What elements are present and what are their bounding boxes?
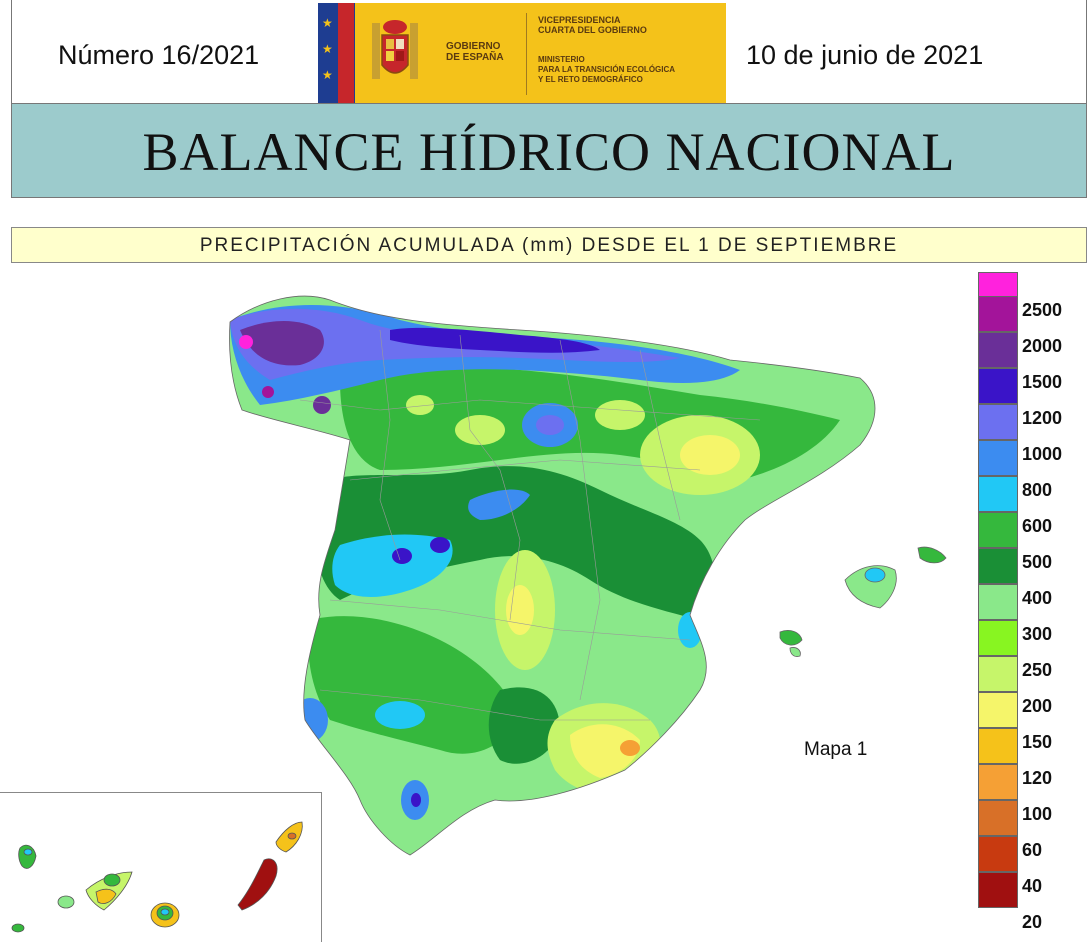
issue-number: Número 16/2021 [58, 40, 260, 70]
legend-label: 1000 [1022, 444, 1063, 464]
legend-label: 40 [1022, 876, 1043, 896]
legend-swatch [978, 764, 1018, 800]
legend-label: 1200 [1022, 408, 1063, 428]
legend-label: 100 [1022, 804, 1053, 824]
legend-swatch [978, 368, 1018, 404]
map-label: Mapa 1 [804, 739, 868, 760]
balearic-islands [779, 546, 947, 657]
legend-swatch [978, 296, 1018, 332]
legend-label: 120 [1022, 768, 1053, 788]
title-banner: BALANCE HÍDRICO NACIONAL [11, 103, 1087, 198]
page-title: BALANCE HÍDRICO NACIONAL [142, 122, 956, 182]
legend-label: 600 [1022, 516, 1053, 536]
government-logo: ★ ★ ★ GOBIERNO DE ESPAÑA VICEPRESIDENCIA… [318, 3, 726, 103]
legend-swatch [978, 584, 1018, 620]
legend-label: 300 [1022, 624, 1053, 644]
legend-swatch [978, 476, 1018, 512]
map-subtitle: PRECIPITACIÓN ACUMULADA (mm) DESDE EL 1 … [199, 235, 899, 256]
canary-islands [11, 821, 303, 933]
legend-label: 500 [1022, 552, 1053, 572]
legend-label: 2500 [1022, 300, 1063, 320]
legend-swatch [978, 620, 1018, 656]
legend-label: 200 [1022, 696, 1053, 716]
legend-label: 800 [1022, 480, 1053, 500]
legend-label: 400 [1022, 588, 1053, 608]
legend-swatch [978, 692, 1018, 728]
ministerio-text: MINISTERIO PARA LA TRANSICIÓN ECOLÓGICA … [538, 55, 676, 84]
vicepresidencia-text: VICEPRESIDENCIA CUARTA DEL GOBIERNO [538, 15, 647, 35]
legend-label: 1500 [1022, 372, 1063, 392]
legend-swatch [978, 548, 1018, 584]
precipitation-map [11, 295, 947, 933]
gobierno-text: GOBIERNO DE ESPAÑA [446, 41, 504, 63]
issue-date: 10 de junio de 2021 [746, 40, 984, 70]
canary-inset-frame [0, 792, 322, 942]
legend-label: 60 [1022, 840, 1043, 860]
coat-of-arms-icon [372, 20, 418, 79]
legend-swatch [978, 800, 1018, 836]
legend-swatch [978, 440, 1018, 476]
legend-swatch [978, 656, 1018, 692]
legend-label: 150 [1022, 732, 1053, 752]
legend-swatch [978, 836, 1018, 872]
legend-label: 2000 [1022, 336, 1063, 356]
legend-swatch [978, 332, 1018, 368]
legend-swatch [978, 512, 1018, 548]
legend-swatch [978, 728, 1018, 764]
subtitle-banner: PRECIPITACIÓN ACUMULADA (mm) DESDE EL 1 … [11, 227, 1087, 263]
legend-swatch [978, 404, 1018, 440]
legend-label: 250 [1022, 660, 1053, 680]
spain-flag-icon [338, 3, 354, 103]
legend-label: 20 [1022, 912, 1043, 932]
legend-swatch [978, 872, 1018, 908]
